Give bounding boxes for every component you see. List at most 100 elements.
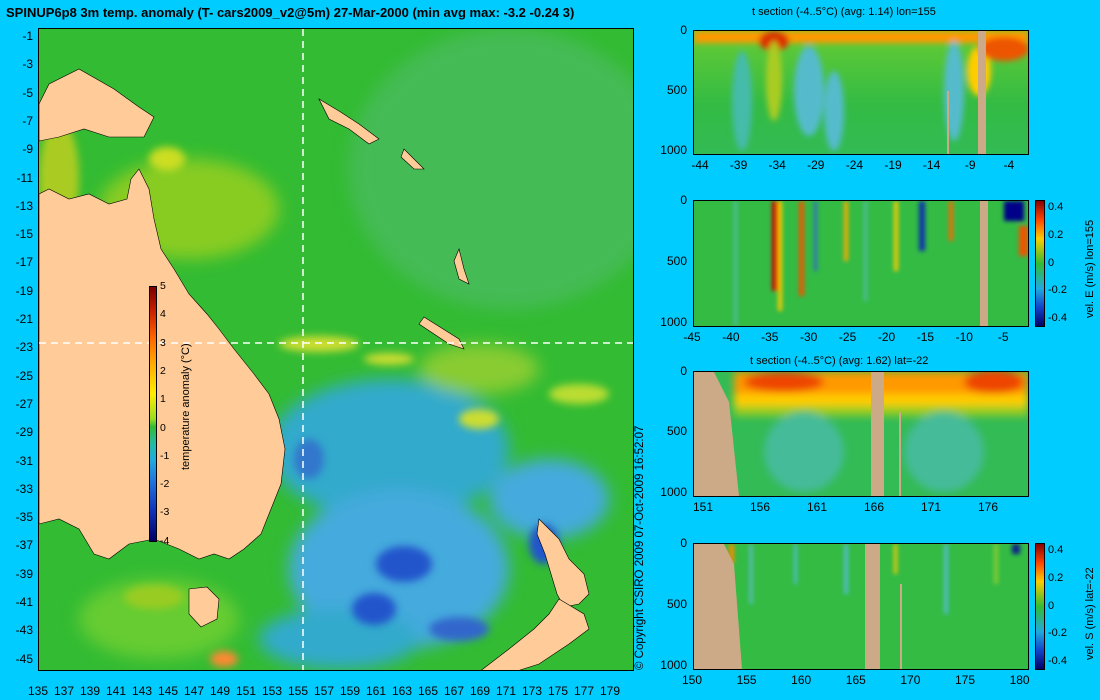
panel-3-x-tick: 176	[977, 500, 999, 514]
panel-2-y-tick: 0	[680, 193, 687, 207]
map-lon-label: 175	[547, 684, 569, 698]
map-colorbar-tick: 1	[160, 393, 166, 406]
map-lat-label: -33	[15, 481, 33, 496]
panel-4-section[interactable]	[693, 543, 1029, 670]
panel-1-plot	[694, 31, 1028, 154]
map-colorbar-tick: 4	[160, 308, 166, 321]
map-lat-label: -23	[15, 340, 33, 355]
panel-1-title: t section (-4..5°C) (avg: 1.14) lon=155	[752, 6, 936, 18]
map-lon-label: 155	[287, 684, 309, 698]
map-lat-label: -37	[15, 538, 33, 553]
panel-4-x-tick: 165	[845, 673, 866, 687]
map-lon-label: 143	[131, 684, 153, 698]
map-colorbar-tick: -2	[160, 478, 170, 491]
panel-4-colorbar	[1035, 543, 1045, 670]
panel-3-x-tick: 166	[863, 500, 885, 514]
panel-1-x-tick: -14	[922, 158, 941, 172]
panel-2-colorbar-tick: -0.2	[1048, 284, 1067, 297]
map-lon-label: 139	[79, 684, 101, 698]
map-colorbar-label: temperature anomaly (°C)	[180, 343, 192, 470]
panel-4-x-tick: 175	[954, 673, 976, 687]
temperature-anomaly-map	[39, 29, 633, 670]
panel-4-y-tick: 1000	[660, 657, 687, 672]
map-lat-label: -9	[22, 142, 33, 157]
map-lat-label: -39	[15, 566, 33, 581]
map-lat-label: -29	[15, 425, 33, 440]
panel-2-colorbar-tick: 0.4	[1048, 201, 1064, 213]
panel-1-x-tick: -19	[884, 158, 902, 172]
map-lon-label: 179	[599, 684, 621, 698]
map-colorbar-tick: -1	[160, 449, 170, 462]
panel-3-y-tick: 0	[680, 364, 687, 378]
panel-3-x-tick: 171	[920, 500, 942, 514]
map-colorbar-tick: 3	[160, 336, 166, 349]
panel-4-colorbar-tick: -0.2	[1048, 627, 1067, 640]
panel-2-x-tick: -15	[916, 330, 935, 344]
map-lat-label: -43	[15, 623, 33, 638]
map-lon-label: 153	[261, 684, 283, 698]
map-lon-label: 157	[313, 684, 335, 698]
map-panel[interactable]	[38, 28, 634, 671]
panel-3-x-tick: 151	[692, 500, 714, 514]
map-lat-label: -31	[15, 453, 33, 468]
panel-2-x-tick: -10	[955, 330, 973, 344]
map-lon-label: 169	[469, 684, 491, 698]
map-lon-label: 163	[391, 684, 413, 698]
panel-1-x-tick: -29	[807, 158, 825, 172]
map-lat-label: -11	[16, 170, 33, 185]
map-lat-label: -19	[15, 283, 33, 298]
map-colorbar	[149, 286, 157, 542]
map-lat-label: -21	[15, 312, 33, 326]
map-lon-label: 165	[417, 684, 439, 698]
panel-2-x-tick: -25	[838, 330, 857, 344]
map-lon-label: 173	[521, 684, 543, 698]
panel-2-x-tick: -35	[761, 330, 779, 344]
map-lon-label: 167	[443, 684, 465, 698]
map-lon-label: 151	[235, 684, 257, 698]
panel-1-section[interactable]	[693, 30, 1029, 155]
panel-1-x-tick: -44	[691, 158, 709, 172]
panel-2-x-tick: -40	[722, 330, 740, 344]
map-colorbar-tick: 5	[160, 280, 166, 292]
panel-4-y-tick: 500	[666, 596, 687, 611]
panel-4-colorbar-tick: -0.4	[1048, 655, 1067, 667]
map-colorbar-tick: 2	[160, 364, 166, 377]
map-lon-label: 149	[209, 684, 231, 698]
panel-3-y-tick: 500	[666, 424, 687, 439]
panel-4-x-tick: 160	[791, 673, 812, 687]
map-lat-label: -15	[15, 227, 33, 242]
panel-3-plot	[694, 372, 1028, 496]
map-lon-label: 145	[157, 684, 179, 698]
panel-1-y-tick: 500	[666, 83, 687, 97]
map-lon-label: 159	[339, 684, 361, 698]
panel-1-x-tick: -4	[1003, 158, 1015, 172]
map-lat-label: -27	[15, 396, 33, 411]
map-lat-label: -25	[15, 368, 33, 383]
panel-2-y-tick: 500	[666, 253, 687, 268]
map-lat-label: -41	[15, 595, 33, 609]
panel-3-x-tick: 156	[749, 500, 771, 514]
panel-2-x-tick: -45	[683, 330, 701, 344]
map-lat-label: -7	[22, 113, 33, 128]
map-lon-label: 137	[53, 684, 75, 698]
map-lon-label: 177	[573, 684, 595, 698]
panel-4-colorbar-tick: 0.4	[1048, 544, 1064, 556]
panel-2-colorbar-tick: 0	[1048, 256, 1055, 269]
panel-2-x-tick: -20	[877, 330, 896, 344]
map-lat-label: -35	[15, 510, 33, 525]
panel-4-x-tick: 180	[1009, 673, 1030, 687]
panel-1-y-tick: 1000	[660, 143, 687, 157]
map-colorbar-tick: 0	[160, 421, 166, 434]
panel-2-colorbar	[1035, 200, 1045, 327]
map-lon-label: 161	[365, 684, 387, 698]
panel-3-title: t section (-4..5°C) (avg: 1.62) lat=-22	[750, 355, 929, 367]
panel-2-x-tick: -5	[997, 330, 1009, 344]
panel-3-section[interactable]	[693, 371, 1029, 497]
map-lon-label: 135	[27, 684, 49, 698]
panel-4-y-tick: 0	[680, 536, 687, 550]
main-title: SPINUP6p8 3m temp. anomaly (T- cars2009_…	[6, 5, 575, 20]
panel-1-x-tick: -39	[729, 158, 748, 172]
panel-1-x-tick: -9	[964, 158, 976, 172]
panel-2-section[interactable]	[693, 200, 1029, 327]
map-colorbar-tick: -4	[160, 534, 170, 547]
